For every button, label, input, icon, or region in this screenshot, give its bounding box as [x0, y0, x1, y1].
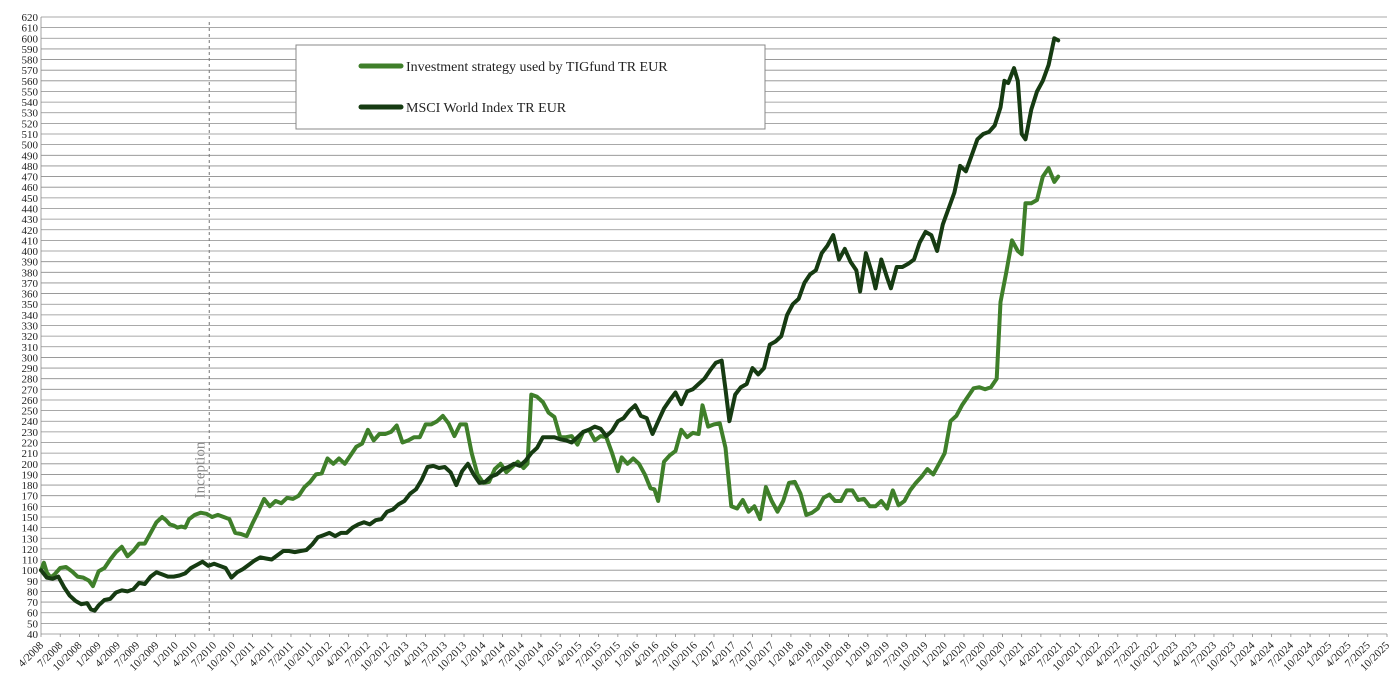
y-tick-label: 480	[22, 161, 39, 173]
y-tick-label: 200	[22, 459, 39, 471]
gridlines	[40, 16, 1388, 637]
series-lines	[39, 36, 1061, 613]
y-tick-label: 390	[22, 257, 39, 269]
y-tick-label: 410	[22, 235, 39, 247]
x-axis-tick-labels: 4/20087/200810/20081/20094/20097/200910/…	[16, 639, 1392, 673]
y-tick-label: 350	[22, 299, 39, 311]
y-tick-label: 160	[22, 501, 39, 513]
y-tick-label: 140	[22, 523, 39, 535]
inception-marker: Inception	[192, 22, 210, 634]
y-tick-label: 610	[22, 23, 39, 35]
legend: Investment strategy used by TIGfund TR E…	[295, 44, 766, 130]
y-tick-label: 100	[22, 565, 39, 577]
y-tick-label: 280	[22, 374, 39, 386]
y-tick-label: 210	[22, 448, 39, 460]
y-tick-label: 180	[22, 480, 39, 492]
y-tick-label: 250	[22, 406, 39, 418]
y-tick-label: 370	[22, 278, 39, 290]
legend-box	[295, 44, 766, 130]
y-tick-label: 120	[22, 544, 39, 556]
y-tick-label: 560	[22, 76, 39, 88]
y-tick-label: 40	[27, 629, 39, 641]
y-tick-label: 330	[22, 321, 39, 333]
y-tick-label: 290	[22, 363, 39, 375]
y-tick-label: 340	[22, 310, 39, 322]
y-tick-label: 540	[22, 97, 39, 109]
y-tick-label: 90	[27, 576, 39, 588]
legend-label-msci: MSCI World Index TR EUR	[406, 101, 567, 116]
legend-label-strategy: Investment strategy used by TIGfund TR E…	[406, 60, 668, 75]
y-tick-label: 420	[22, 225, 39, 237]
y-tick-label: 520	[22, 118, 39, 130]
y-tick-label: 150	[22, 512, 39, 524]
y-tick-label: 570	[22, 65, 39, 77]
y-tick-label: 360	[22, 289, 39, 301]
y-tick-label: 460	[22, 182, 39, 194]
y-tick-label: 270	[22, 384, 39, 396]
y-tick-label: 230	[22, 427, 39, 439]
y-tick-label: 440	[22, 203, 39, 215]
y-tick-label: 490	[22, 150, 39, 162]
y-tick-label: 320	[22, 331, 39, 343]
y-tick-label: 450	[22, 193, 39, 205]
y-tick-label: 60	[27, 608, 39, 620]
y-tick-label: 170	[22, 491, 39, 503]
y-axis-tick-labels: 4050607080901001101201301401501601701801…	[22, 12, 39, 641]
y-tick-label: 190	[22, 469, 39, 481]
y-tick-label: 550	[22, 86, 39, 98]
y-tick-label: 620	[22, 12, 39, 24]
series-line-strategy	[39, 166, 1061, 589]
inception-label: Inception	[192, 441, 208, 498]
y-tick-label: 380	[22, 267, 39, 279]
y-tick-label: 600	[22, 33, 39, 45]
y-tick-label: 130	[22, 533, 39, 545]
y-tick-label: 80	[27, 586, 39, 598]
y-tick-label: 300	[22, 352, 39, 364]
y-tick-label: 530	[22, 108, 39, 120]
y-tick-label: 590	[22, 44, 39, 56]
y-tick-label: 50	[27, 618, 39, 630]
y-tick-label: 580	[22, 55, 39, 67]
y-tick-label: 470	[22, 172, 39, 184]
y-tick-label: 240	[22, 416, 39, 428]
y-tick-label: 70	[27, 597, 39, 609]
y-tick-label: 510	[22, 129, 39, 141]
series-line-msci	[39, 36, 1061, 613]
y-tick-label: 260	[22, 395, 39, 407]
y-tick-label: 400	[22, 246, 39, 258]
y-tick-label: 220	[22, 438, 39, 450]
y-tick-label: 310	[22, 342, 39, 354]
y-tick-label: 110	[22, 555, 39, 567]
y-tick-label: 430	[22, 214, 39, 226]
y-tick-label: 500	[22, 140, 39, 152]
